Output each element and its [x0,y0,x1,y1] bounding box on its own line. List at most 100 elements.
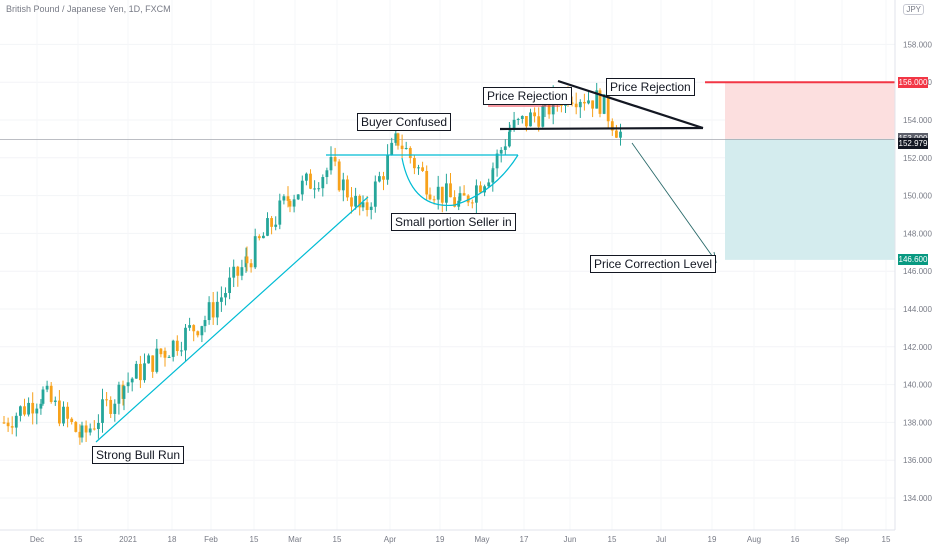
candle [155,339,159,374]
annotation-label[interactable]: Price Rejection [483,87,572,105]
candle [35,403,39,425]
candle [10,416,14,435]
candle-body [574,103,578,108]
y-tick-label: 154.000 [903,116,932,125]
x-tick-label: Mar [288,535,302,544]
candle [207,296,211,325]
candle [570,96,574,107]
candle [196,330,200,338]
candle-body [602,94,606,114]
annotation-label[interactable]: Small portion Seller in [391,213,516,231]
candle [45,380,49,393]
candle-body [80,425,84,438]
candle [286,186,290,208]
candle-body [122,386,126,399]
candle [333,147,337,167]
annotation-label[interactable]: Buyer Confused [357,113,452,131]
candle-body [292,199,296,207]
candle [180,341,183,357]
candle [80,421,84,443]
candle-body [305,173,308,181]
candle [462,185,466,196]
candle [400,134,404,159]
candle-body [598,90,602,114]
candle [404,141,408,150]
candle [300,175,304,201]
candle-body [196,331,200,336]
candle-body [390,142,394,155]
annotation-label[interactable]: Strong Bull Run [92,446,185,464]
x-tick-label: May [474,535,489,544]
x-tick-label: Apr [384,535,397,544]
candle [122,385,126,411]
candle [262,232,265,239]
candle-body [350,197,353,207]
candle-body [458,193,462,201]
candle-body [23,406,26,415]
candle [19,405,22,422]
x-tick-label: 18 [168,535,177,544]
candle [249,259,253,273]
candle-body [583,101,586,104]
y-tick-label: 138.000 [903,418,932,427]
candle [257,234,261,241]
candle [602,94,606,115]
time-axis[interactable]: Dec 15 2021 18 Feb 15 Mar 15 Apr 19 May 17 Jun 15 Jul 1… [0,529,895,544]
candle-body [453,197,456,207]
candle-body [325,170,329,178]
currency-badge[interactable]: JPY [903,4,924,15]
candle [337,159,341,192]
candle [113,399,117,422]
candle-body [300,180,304,195]
candle [163,347,167,367]
annotation-label[interactable]: Price Correction Level [590,255,717,273]
candle-body [245,256,249,264]
candle [151,355,155,378]
candle [101,388,104,433]
y-tick-label: 142.000 [903,343,932,352]
candle [394,129,398,146]
candle-body [45,385,49,390]
candle-body [27,402,30,415]
candle [92,420,96,431]
candle [296,194,300,201]
candle [533,107,536,123]
annotation-label[interactable]: Price Rejection [606,78,695,96]
candle-body [508,131,511,147]
candle-body [10,426,14,428]
candle [470,199,474,209]
y-tick-label: 150.000 [903,192,932,201]
candle [192,324,196,342]
resistance-line [557,79,704,130]
candle-body [619,131,622,138]
candle-body [6,422,10,427]
candle-body [184,327,187,351]
candle-body [587,100,590,104]
candle-body [270,218,273,227]
y-tick-label: 158.000 [903,40,932,49]
candle-body [313,188,316,190]
candle-body [14,415,18,428]
candle-body [491,168,495,170]
x-tick-label: Jun [564,535,577,544]
candle [578,99,582,118]
candle-body [232,266,236,278]
y-tick-label: 152.000 [903,154,932,163]
candle [49,382,53,404]
candle-body [578,101,582,108]
candle-body [53,400,57,402]
candle-body [49,385,53,402]
candle-body [428,194,432,200]
candle-body [449,183,452,198]
candle [236,265,240,287]
candle-body [101,399,104,423]
candle [491,162,495,180]
candle-body [155,348,159,372]
candle [361,195,365,212]
candle-body [78,431,82,438]
candle-body [147,355,150,364]
price-axis[interactable]: 134.000 136.000 138.000 140.000 142.000 144.0… [894,0,932,530]
x-tick-label: Aug [747,535,761,544]
candle-body [105,399,108,401]
